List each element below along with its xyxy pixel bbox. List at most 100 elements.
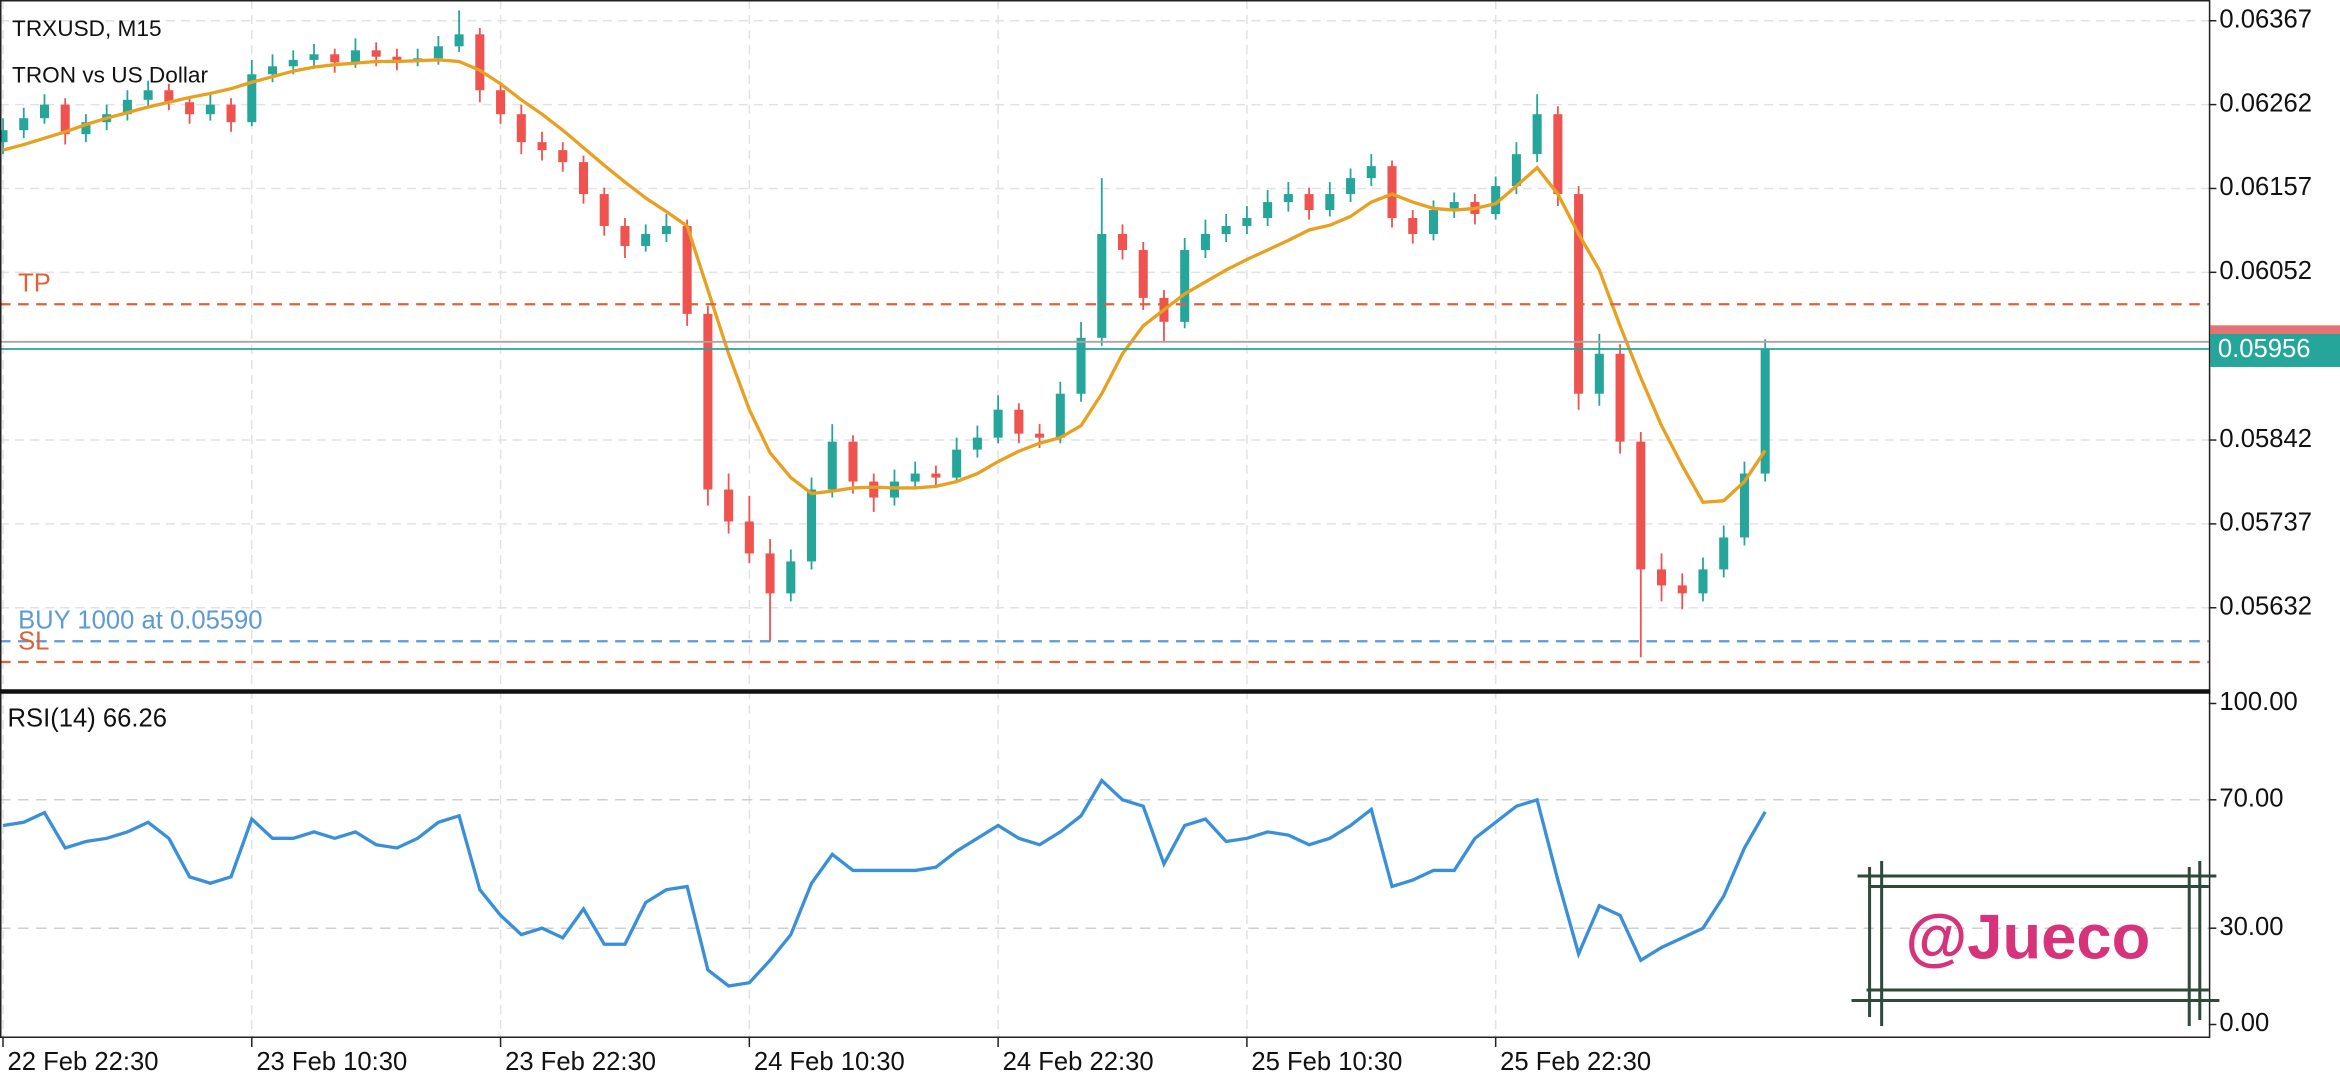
- candle-body: [682, 226, 692, 314]
- candle-body: [1200, 233, 1210, 250]
- candle-body: [807, 489, 817, 562]
- candle-body: [1304, 194, 1314, 211]
- candle-body: [993, 409, 1003, 438]
- level-label: SL: [18, 627, 49, 655]
- candle-body: [1325, 194, 1335, 211]
- candle-body: [475, 34, 485, 91]
- candle-body: [1014, 409, 1024, 434]
- candle-body: [724, 489, 734, 522]
- y-tick-label: 0.06262: [2219, 89, 2312, 117]
- candle-body: [1719, 537, 1729, 570]
- candle-body: [848, 441, 858, 482]
- candle-body: [288, 59, 298, 67]
- candle-body: [1656, 569, 1667, 586]
- candle-body: [1097, 233, 1107, 338]
- mark-layer: [0, 10, 2209, 988]
- x-tick-label: 23 Feb 10:30: [256, 1048, 407, 1076]
- y-tick-label: 0.05842: [2219, 425, 2312, 453]
- candle-body: [81, 122, 91, 135]
- candle-body: [641, 233, 651, 246]
- candle-body: [558, 150, 568, 163]
- moving-average: [2, 58, 1767, 505]
- level-label: BUY 1000 at 0.05590: [18, 607, 262, 635]
- candle-body: [454, 34, 464, 47]
- candle-body: [1055, 393, 1065, 438]
- candle-body: [143, 90, 153, 100]
- candle-body: [1532, 114, 1542, 155]
- candle-body: [1511, 154, 1521, 187]
- candle-body: [1180, 249, 1190, 322]
- candle-body: [496, 90, 506, 115]
- candle-body: [371, 50, 381, 57]
- candle-body: [60, 104, 70, 135]
- candle-body: [578, 162, 589, 195]
- candle-body: [599, 194, 609, 227]
- x-tick-label: 23 Feb 22:30: [505, 1048, 656, 1076]
- candle-body: [1387, 166, 1397, 219]
- candle-body: [1117, 233, 1128, 250]
- x-tick-label: 25 Feb 10:30: [1251, 1048, 1402, 1076]
- candle-body: [827, 441, 837, 490]
- candle-body: [765, 553, 775, 594]
- candle-body: [1491, 186, 1501, 215]
- candle-body: [1366, 166, 1376, 179]
- y-tick-label: 0.05632: [2219, 593, 2312, 621]
- candle-body: [1574, 194, 1584, 394]
- candle-body: [537, 142, 547, 151]
- candle-body: [972, 437, 982, 450]
- candle-body: [1615, 353, 1625, 442]
- plot-frame: [0, 0, 2211, 1038]
- candle-body: [952, 449, 962, 478]
- candle-body: [39, 104, 50, 119]
- candle-body: [1760, 348, 1770, 474]
- candle-body: [0, 130, 8, 143]
- candle-body: [1428, 210, 1438, 234]
- symbol-subtitle: TRON vs US Dollar: [12, 62, 208, 87]
- candle-body: [267, 66, 278, 75]
- candle-body: [516, 114, 526, 143]
- candle-body: [350, 50, 360, 63]
- candle-body: [1138, 249, 1148, 298]
- candle-body: [1594, 353, 1604, 394]
- candle-body: [620, 226, 630, 246]
- candle-body: [1035, 433, 1045, 438]
- y-tick-label: 30.00: [2219, 913, 2283, 941]
- ask-marker: [2210, 325, 2340, 335]
- watermark: @Jueco: [1851, 861, 2220, 1026]
- candle-body: [226, 104, 236, 123]
- last-price-box: [2210, 333, 2340, 367]
- candle-body: [1677, 585, 1687, 594]
- level-label: TP: [18, 270, 51, 298]
- candle-body: [1408, 218, 1418, 234]
- candle-body: [247, 74, 257, 123]
- candle-body: [205, 104, 215, 115]
- x-tick-label: 22 Feb 22:30: [8, 1048, 159, 1076]
- candle-body: [1346, 178, 1356, 195]
- candle-body: [744, 521, 754, 554]
- y-tick-label: 70.00: [2219, 785, 2283, 813]
- candle-body: [1076, 337, 1086, 394]
- candle-body: [1263, 202, 1273, 219]
- symbol-title: TRXUSD, M15: [12, 16, 161, 41]
- y-tick-label: 0.06367: [2219, 6, 2312, 34]
- candle-body: [661, 226, 671, 234]
- candle-body: [1449, 202, 1459, 211]
- watermark-text: @Jueco: [1906, 903, 2151, 973]
- candle-body: [122, 99, 132, 115]
- x-tick-label: 24 Feb 22:30: [1003, 1048, 1154, 1076]
- candle-body: [931, 473, 941, 478]
- candle-body: [392, 56, 402, 60]
- candle-body: [1221, 226, 1231, 234]
- candle-body: [1283, 194, 1293, 203]
- candle-body: [1242, 218, 1252, 227]
- y-tick-label: 100.00: [2219, 688, 2297, 716]
- y-tick-label: 0.05737: [2219, 509, 2312, 537]
- candle-body: [1553, 114, 1563, 195]
- candle-body: [1636, 441, 1646, 570]
- candle-body: [910, 473, 920, 482]
- last-price-label: 0.05956: [2218, 335, 2311, 363]
- candle-body: [19, 118, 29, 131]
- candle-body: [309, 54, 319, 60]
